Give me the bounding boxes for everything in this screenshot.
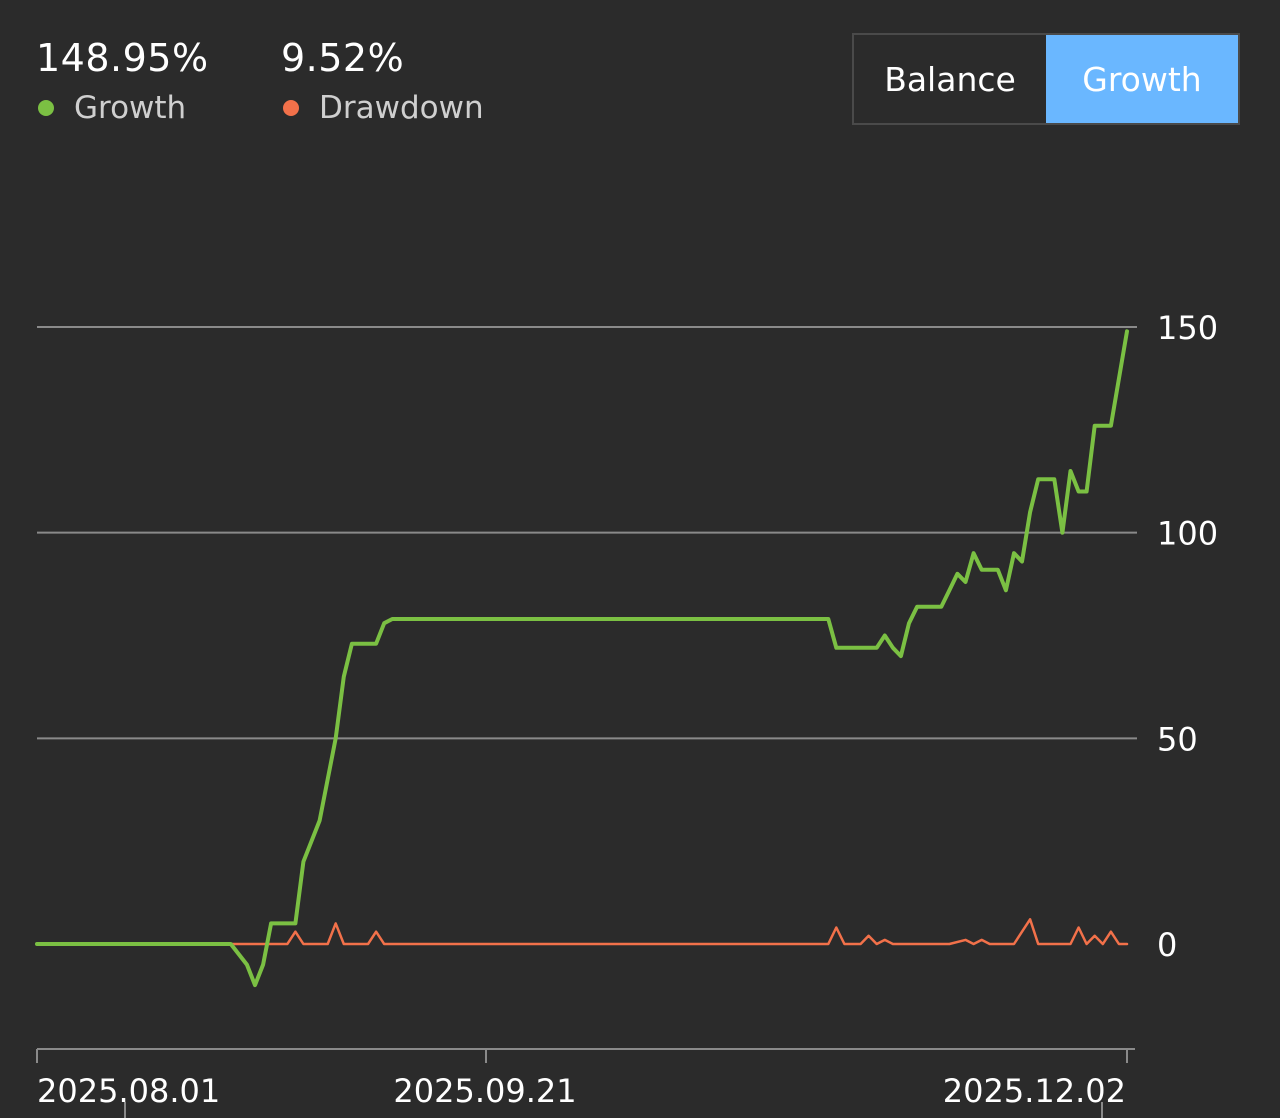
growth-legend: Growth <box>36 90 209 126</box>
y-tick-label-100: 100 <box>1157 515 1218 553</box>
drawdown-series-line <box>35 918 1129 946</box>
growth-series-line <box>35 329 1129 988</box>
chart-mode-toggle: Balance Growth <box>852 33 1240 125</box>
drawdown-legend: Drawdown <box>281 90 484 126</box>
grid-layer <box>37 326 1137 740</box>
growth-label: Growth <box>74 90 187 126</box>
growth-button[interactable]: Growth <box>1046 35 1238 123</box>
y-tick-label-50: 50 <box>1157 720 1198 758</box>
x-axis: 2025.08.01 2025.09.21 2025.12.02 <box>36 1048 1135 1118</box>
x-tick-label-2: 2025.12.02 <box>943 1072 1126 1110</box>
growth-value: 148.95% <box>36 36 209 80</box>
drawdown-value: 9.52% <box>281 36 405 80</box>
y-tick-label-0: 0 <box>1157 926 1177 964</box>
y-tick-label-150: 150 <box>1157 309 1218 347</box>
drawdown-stat: 9.52% Drawdown <box>281 36 484 126</box>
drawdown-label: Drawdown <box>319 90 484 126</box>
drawdown-dot-icon <box>283 100 299 116</box>
y-tick-labels: 0 50 100 150 <box>1157 309 1218 964</box>
growth-stat: 148.95% Growth <box>36 36 209 126</box>
x-tick-label-0: 2025.08.01 <box>37 1072 220 1110</box>
series-layer <box>35 329 1129 988</box>
x-tick-label-1: 2025.09.21 <box>393 1072 576 1110</box>
balance-button[interactable]: Balance <box>884 59 1016 99</box>
growth-dot-icon <box>38 100 54 116</box>
